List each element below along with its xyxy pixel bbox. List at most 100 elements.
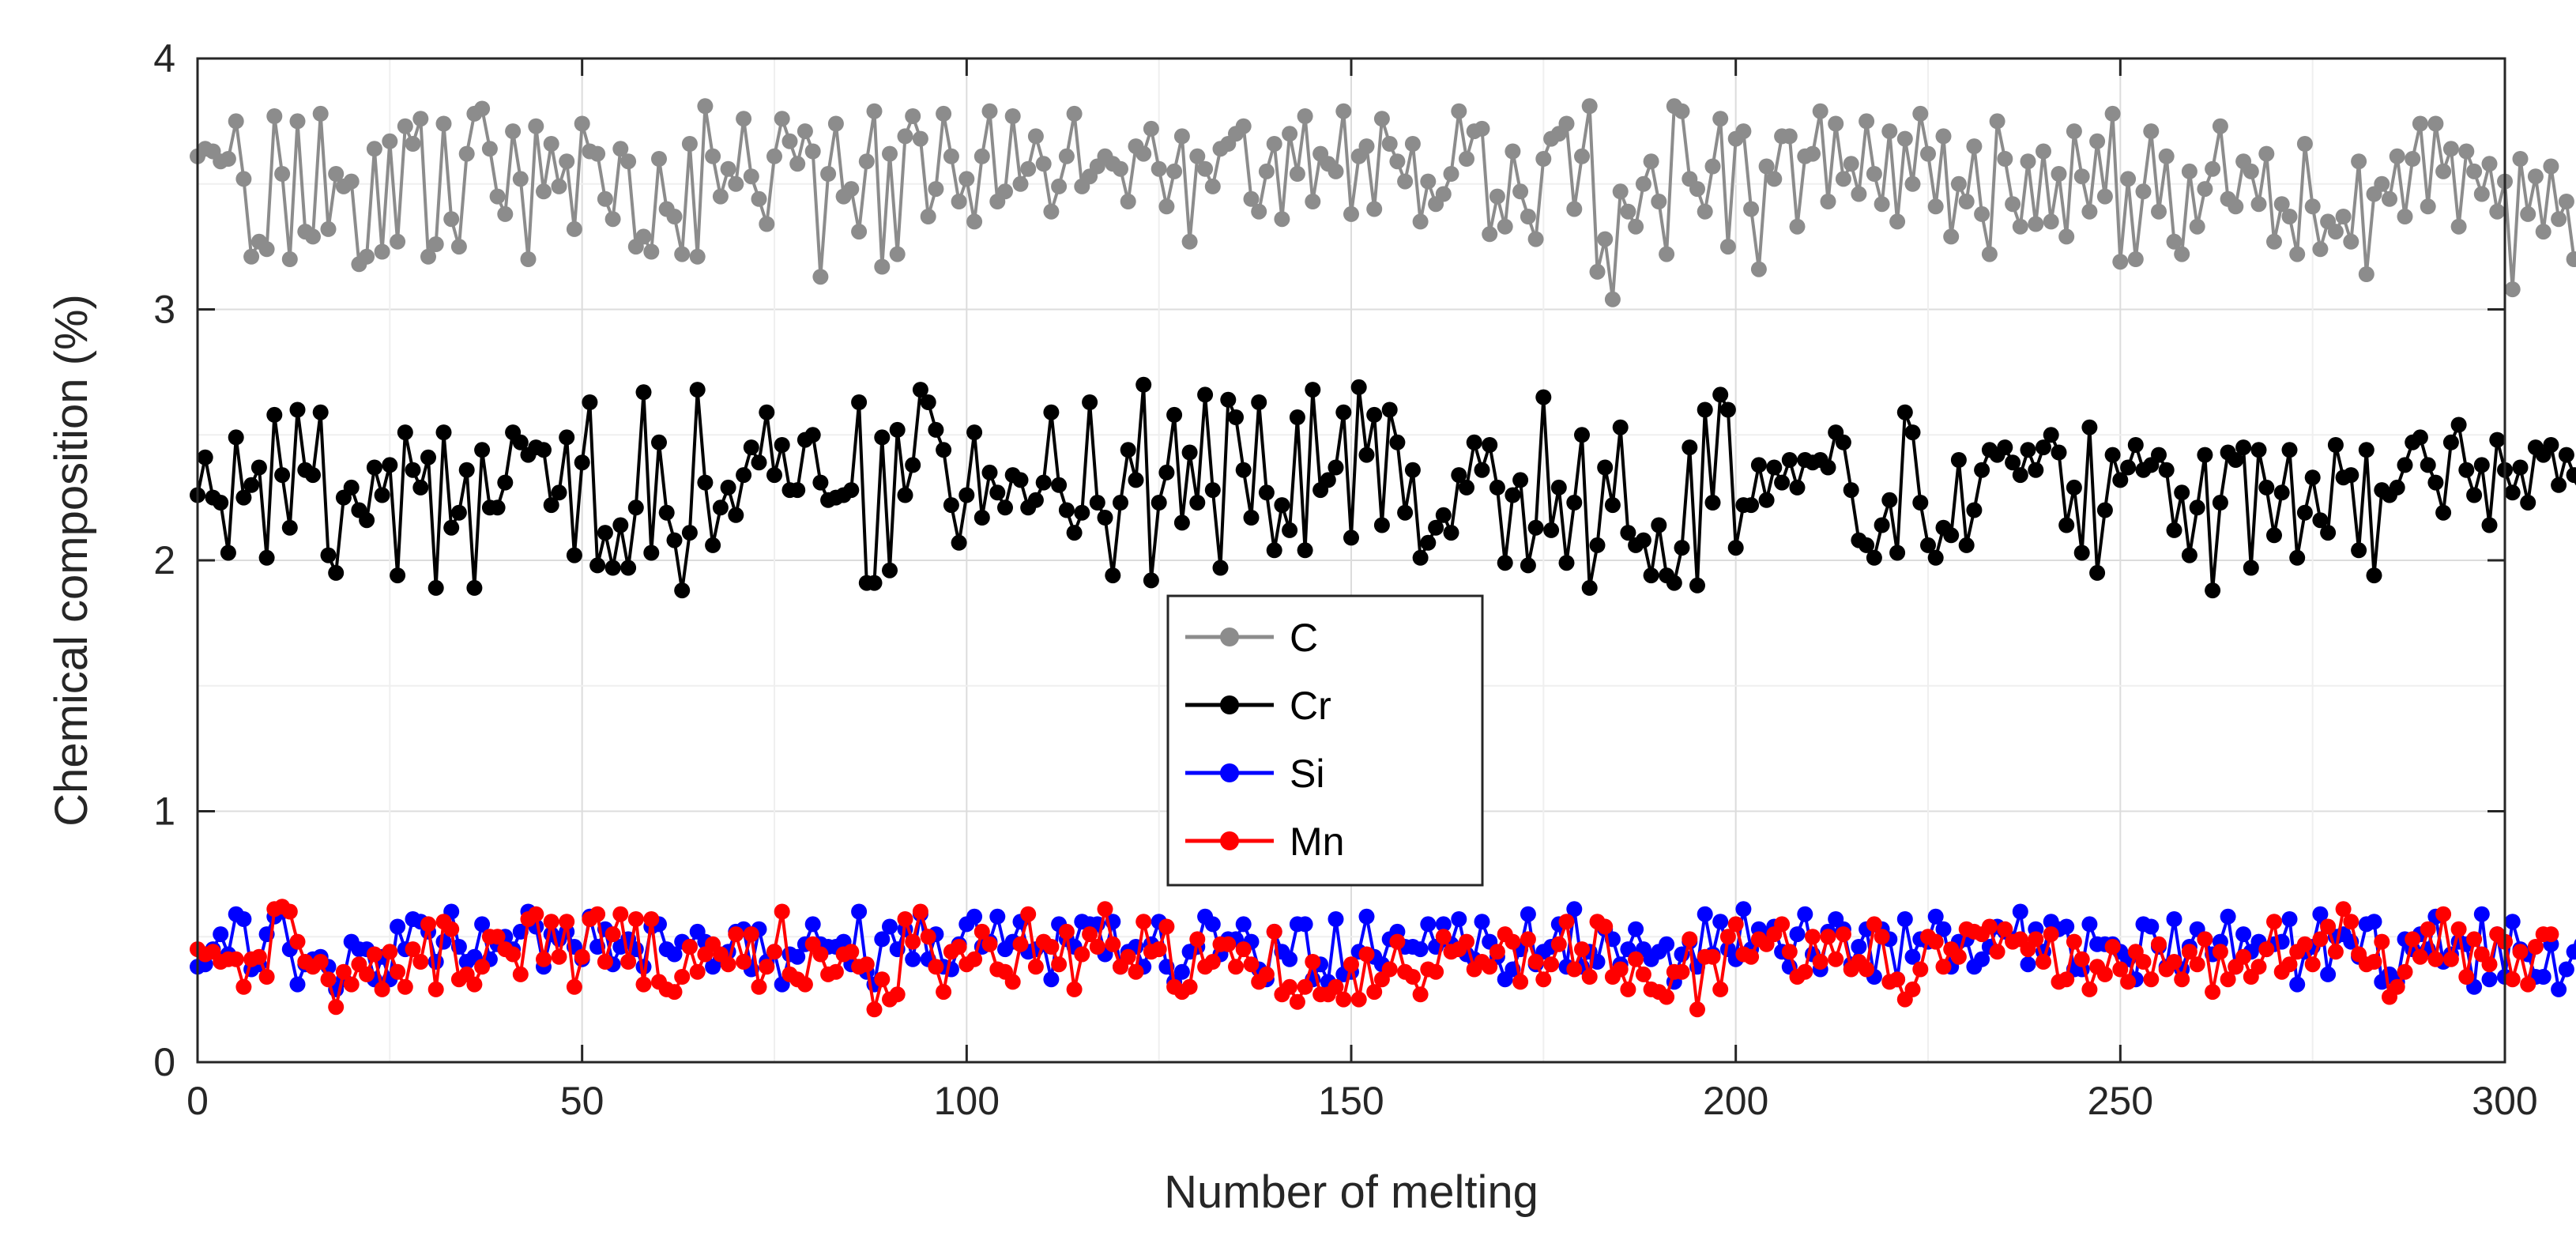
- data-point-c: [1781, 128, 1798, 145]
- data-point-cr: [2258, 479, 2275, 496]
- data-point-c: [1520, 209, 1536, 224]
- data-point-cr: [1597, 459, 1614, 476]
- data-point-mn: [774, 903, 790, 920]
- data-point-si: [2058, 918, 2075, 935]
- data-point-mn: [897, 911, 913, 927]
- data-point-mn: [2304, 956, 2321, 973]
- data-point-c: [1151, 160, 1167, 177]
- data-point-c: [574, 115, 590, 132]
- data-point-c: [2358, 266, 2375, 282]
- y-tick-label: 1: [153, 790, 175, 834]
- data-point-cr: [974, 510, 990, 526]
- data-point-mn: [843, 944, 860, 960]
- data-point-cr: [674, 582, 691, 599]
- data-point-si: [2012, 903, 2028, 920]
- data-point-si: [1435, 916, 1452, 933]
- data-point-si: [2081, 916, 2098, 933]
- data-point-mn: [736, 954, 752, 970]
- data-point-c: [651, 151, 667, 167]
- data-point-c: [1373, 111, 1390, 127]
- data-point-c: [2473, 186, 2490, 202]
- data-point-mn: [2181, 944, 2198, 960]
- data-point-c: [759, 216, 775, 232]
- data-point-c: [905, 108, 921, 124]
- data-point-c: [2066, 123, 2082, 140]
- x-tick-label: 100: [934, 1079, 1000, 1123]
- series-mn: [190, 899, 2559, 1018]
- data-point-c: [1866, 166, 1882, 182]
- data-point-mn: [1612, 961, 1629, 978]
- data-point-mn: [382, 944, 398, 960]
- data-point-cr: [450, 504, 467, 521]
- data-point-cr: [689, 382, 706, 398]
- data-point-cr: [1889, 545, 1906, 561]
- data-point-c: [2374, 175, 2390, 192]
- data-point-mn: [936, 984, 952, 1001]
- y-tick-label: 4: [153, 36, 175, 81]
- data-point-cr: [1743, 497, 1760, 514]
- data-point-c: [2005, 196, 2021, 213]
- data-point-c: [2273, 196, 2290, 213]
- data-point-cr: [1466, 434, 1482, 450]
- data-point-si: [1173, 963, 1190, 980]
- data-point-mn: [1204, 954, 1221, 970]
- data-point-cr: [1251, 394, 1267, 410]
- data-point-c: [1589, 263, 1606, 280]
- data-point-mn: [397, 978, 413, 995]
- data-point-cr: [920, 394, 936, 410]
- data-point-cr: [2389, 479, 2405, 496]
- data-point-c: [897, 128, 913, 145]
- data-point-mn: [528, 906, 544, 922]
- data-point-cr: [1674, 540, 1690, 556]
- data-point-mn: [2481, 956, 2498, 973]
- data-point-mn: [1381, 961, 1398, 978]
- data-point-c: [512, 171, 529, 187]
- x-tick-label: 50: [560, 1079, 604, 1123]
- data-point-c: [450, 239, 467, 255]
- data-point-c: [390, 233, 406, 250]
- data-point-c: [266, 108, 283, 124]
- data-point-mn: [2405, 931, 2421, 948]
- data-point-mn: [2466, 931, 2483, 948]
- data-point-cr: [412, 479, 429, 496]
- data-point-c: [1043, 203, 1060, 220]
- data-point-mn: [1051, 956, 1068, 973]
- data-point-c: [2197, 181, 2213, 198]
- data-point-cr: [1443, 525, 1459, 541]
- legend-item-cr: Cr: [1185, 684, 1331, 728]
- data-point-c: [1358, 138, 1375, 155]
- data-point-mn: [2151, 936, 2167, 952]
- data-point-mn: [1412, 986, 1429, 1003]
- data-point-si: [2473, 906, 2490, 922]
- data-point-c: [1689, 181, 1705, 198]
- data-point-mn: [1012, 936, 1029, 952]
- data-point-c: [812, 269, 829, 285]
- data-point-mn: [1505, 933, 1521, 950]
- data-point-mn: [258, 969, 275, 985]
- data-point-cr: [458, 462, 475, 478]
- data-point-c: [1574, 148, 1590, 164]
- data-point-mn: [2435, 906, 2452, 922]
- data-point-c: [958, 171, 975, 187]
- data-point-mn: [2420, 921, 2436, 937]
- series-layer: [190, 98, 2576, 1018]
- data-point-c: [705, 148, 721, 164]
- data-point-c: [1482, 226, 1498, 243]
- data-point-si: [1358, 908, 1375, 925]
- series-cr: [190, 376, 2576, 599]
- data-point-cr: [2343, 467, 2359, 484]
- data-point-mn: [1258, 966, 1275, 982]
- data-point-mn: [1527, 954, 1544, 970]
- legend-box: [1166, 594, 1484, 887]
- data-point-c: [2028, 216, 2044, 232]
- data-point-si: [1328, 911, 1344, 927]
- data-point-mn: [1228, 959, 1244, 975]
- data-point-cr: [604, 560, 621, 576]
- data-point-c: [543, 136, 559, 152]
- data-point-mn: [1289, 993, 1305, 1010]
- data-point-mn: [2043, 926, 2059, 943]
- data-point-mn: [1950, 948, 1967, 965]
- data-point-mn: [1335, 991, 1352, 1008]
- data-point-c: [1828, 115, 1844, 132]
- data-point-cr: [1335, 404, 1352, 420]
